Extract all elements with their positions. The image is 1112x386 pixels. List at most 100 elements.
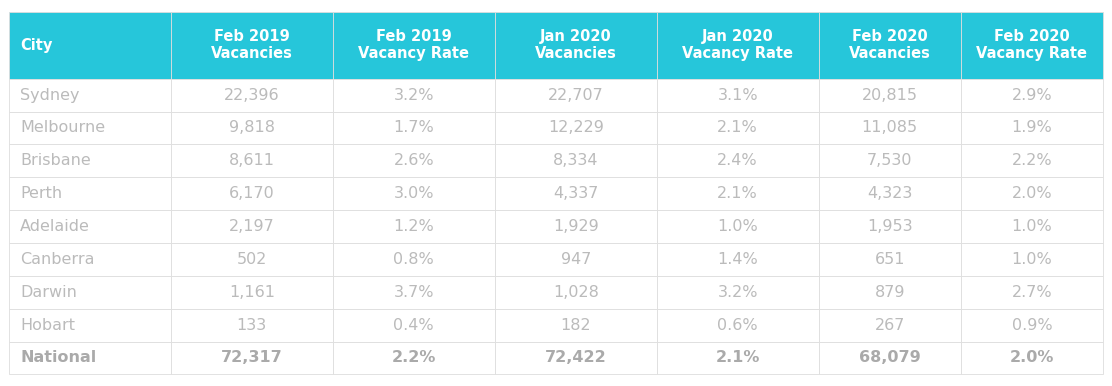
Bar: [961, 79, 1103, 112]
Text: 2.2%: 2.2%: [391, 350, 436, 366]
Bar: [9, 79, 171, 112]
Bar: [9, 309, 171, 342]
Bar: [961, 177, 1103, 210]
Text: National: National: [20, 350, 97, 366]
Bar: [495, 309, 657, 342]
Bar: [495, 12, 657, 79]
Text: 3.2%: 3.2%: [394, 88, 434, 103]
Text: 3.7%: 3.7%: [394, 285, 434, 300]
Text: 1.0%: 1.0%: [1012, 219, 1052, 234]
Text: 1,953: 1,953: [867, 219, 913, 234]
Bar: [818, 342, 961, 374]
Text: 0.9%: 0.9%: [1012, 318, 1052, 333]
Bar: [9, 276, 171, 309]
Bar: [495, 177, 657, 210]
Text: 2.9%: 2.9%: [1012, 88, 1052, 103]
Text: 2.6%: 2.6%: [394, 153, 434, 168]
Bar: [495, 79, 657, 112]
Bar: [495, 342, 657, 374]
Text: 0.8%: 0.8%: [394, 252, 434, 267]
Bar: [332, 210, 495, 243]
Bar: [332, 177, 495, 210]
Text: 22,707: 22,707: [548, 88, 604, 103]
Bar: [961, 342, 1103, 374]
Bar: [495, 210, 657, 243]
Bar: [9, 12, 171, 79]
Bar: [495, 243, 657, 276]
Text: 0.4%: 0.4%: [394, 318, 434, 333]
Bar: [818, 309, 961, 342]
Text: 2.1%: 2.1%: [717, 120, 758, 135]
Bar: [818, 144, 961, 177]
Text: Feb 2019
Vacancies: Feb 2019 Vacancies: [211, 29, 292, 61]
Text: Feb 2020
Vacancy Rate: Feb 2020 Vacancy Rate: [976, 29, 1088, 61]
Text: 1,161: 1,161: [229, 285, 275, 300]
Text: 0.6%: 0.6%: [717, 318, 758, 333]
Text: Sydney: Sydney: [20, 88, 80, 103]
Text: 72,422: 72,422: [545, 350, 606, 366]
Text: 651: 651: [874, 252, 905, 267]
Bar: [818, 112, 961, 144]
Bar: [657, 177, 818, 210]
Text: 8,334: 8,334: [553, 153, 598, 168]
Text: Darwin: Darwin: [20, 285, 77, 300]
Text: 2.7%: 2.7%: [1012, 285, 1052, 300]
Bar: [657, 12, 818, 79]
Bar: [818, 79, 961, 112]
Text: 2.1%: 2.1%: [715, 350, 759, 366]
Bar: [332, 12, 495, 79]
Text: 1.7%: 1.7%: [394, 120, 434, 135]
Bar: [171, 112, 332, 144]
Text: 502: 502: [237, 252, 267, 267]
Bar: [961, 144, 1103, 177]
Text: 4,323: 4,323: [867, 186, 913, 201]
Text: 2.0%: 2.0%: [1010, 350, 1054, 366]
Text: Feb 2020
Vacancies: Feb 2020 Vacancies: [848, 29, 931, 61]
Bar: [961, 210, 1103, 243]
Text: 9,818: 9,818: [229, 120, 275, 135]
Text: 182: 182: [560, 318, 590, 333]
Text: 11,085: 11,085: [862, 120, 917, 135]
Text: 6,170: 6,170: [229, 186, 275, 201]
Bar: [171, 12, 332, 79]
Bar: [332, 112, 495, 144]
Text: Hobart: Hobart: [20, 318, 76, 333]
Bar: [657, 79, 818, 112]
Bar: [9, 342, 171, 374]
Text: 2.2%: 2.2%: [1012, 153, 1052, 168]
Text: 267: 267: [874, 318, 905, 333]
Text: 68,079: 68,079: [858, 350, 921, 366]
Text: 879: 879: [874, 285, 905, 300]
Text: 1.4%: 1.4%: [717, 252, 758, 267]
Bar: [171, 177, 332, 210]
Bar: [9, 112, 171, 144]
Text: Canberra: Canberra: [20, 252, 95, 267]
Text: 7,530: 7,530: [867, 153, 913, 168]
Text: City: City: [20, 38, 52, 52]
Text: 2.1%: 2.1%: [717, 186, 758, 201]
Bar: [657, 309, 818, 342]
Bar: [961, 112, 1103, 144]
Text: 12,229: 12,229: [548, 120, 604, 135]
Bar: [332, 243, 495, 276]
Text: 1.9%: 1.9%: [1012, 120, 1052, 135]
Bar: [818, 243, 961, 276]
Text: 2.0%: 2.0%: [1012, 186, 1052, 201]
Bar: [818, 12, 961, 79]
Text: 8,611: 8,611: [229, 153, 275, 168]
Bar: [171, 243, 332, 276]
Bar: [657, 112, 818, 144]
Bar: [171, 79, 332, 112]
Text: Melbourne: Melbourne: [20, 120, 106, 135]
Text: 20,815: 20,815: [862, 88, 917, 103]
Bar: [657, 210, 818, 243]
Bar: [171, 276, 332, 309]
Bar: [818, 177, 961, 210]
Bar: [332, 144, 495, 177]
Text: 1.0%: 1.0%: [717, 219, 758, 234]
Bar: [9, 177, 171, 210]
Text: 3.1%: 3.1%: [717, 88, 758, 103]
Bar: [495, 144, 657, 177]
Text: 3.0%: 3.0%: [394, 186, 434, 201]
Text: 2,197: 2,197: [229, 219, 275, 234]
